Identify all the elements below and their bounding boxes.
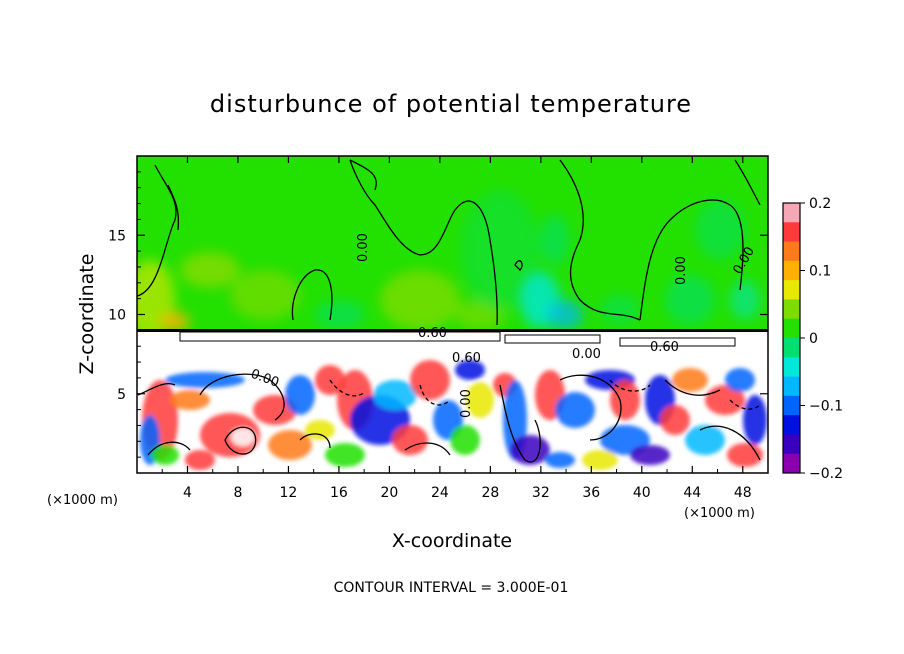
colorbar-tick-label: 0 [809,331,818,347]
x-tick-label: 8 [233,485,242,501]
colorbar-swatch [783,222,800,243]
turbulence-cell [545,452,575,468]
turbulence-cell [165,372,245,388]
turbulence-cell [253,395,297,425]
turbulence-cell [450,425,480,455]
colorbar-swatch [783,203,800,223]
interface-slab [179,331,501,342]
contour-label: 0.00 [459,389,474,418]
interface-slab [619,337,736,347]
x-tick-label: 20 [380,485,398,501]
x-tick-label: 40 [633,485,651,501]
turbulence-cell [582,450,618,470]
colorbar-swatch [783,357,800,378]
turbulence-cell [466,382,494,418]
y-tick-label: 10 [108,308,126,324]
colorbar-tick-label: −0.2 [809,466,843,482]
colorbar-swatch [783,260,800,281]
turbulence-cell [151,445,179,465]
x-axis-ticks: 4 8 12 16 20 24 28 32 36 40 44 48 [161,156,752,501]
y-axis-ticks: 5 10 15 [108,171,768,458]
turbulence-cell [510,435,550,465]
contour-interval-note: CONTOUR INTERVAL = 3.000E-01 [334,580,569,596]
plot-area [137,156,768,473]
turbulence-cell [373,380,417,410]
turbulence-cell [455,360,485,380]
upper-layer-variations [137,190,760,340]
chart-title: disturbunce of potential temperature [210,90,692,118]
x-tick-label: 24 [431,485,449,501]
turbulence-cell [392,425,428,455]
x-tick-label: 44 [683,485,701,501]
x-tick-label: 36 [582,485,600,501]
y-tick-label: 5 [117,387,126,403]
x-tick-label: 12 [280,485,298,501]
contour-label: 0.60 [650,340,679,355]
turbulence-cell [743,395,767,445]
turbulence-cell [305,420,335,440]
colorbar-tick-label: 0.2 [809,196,831,212]
turbulence-cell [200,413,260,457]
z-unit-label: (×1000 m) [47,493,118,508]
contour-label: 0.00 [356,233,371,262]
y-axis-label: Z-coordinate [76,254,98,375]
x-axis-label: X-coordinate [392,530,512,552]
colorbar-swatch [783,415,800,435]
colorbar-tick-label: 0.1 [809,264,831,280]
turbulence-cell [231,428,255,446]
colorbar-swatch [783,453,800,474]
x-tick-label: 16 [330,485,348,501]
turbulence-cell [630,445,670,465]
colorbar-swatch [783,376,800,397]
turbulence-cell [170,390,210,410]
colorbar-swatch [783,338,800,358]
x-tick-label: 48 [734,485,752,501]
contour-label: 0.00 [674,256,689,285]
contour-label: 0.60 [452,351,481,366]
turbulence-cell [185,450,215,470]
turbulence-cell [325,443,365,467]
interface-slab [504,334,601,344]
contour-lines [137,159,761,463]
turbulence-cell [610,380,640,420]
colorbar-swatch [783,434,800,455]
colorbar-swatch [783,299,800,320]
turbulence-cell [268,430,312,460]
turbulence-cell [685,425,725,455]
colorbar-swatch [783,318,800,339]
colorbar [783,203,800,474]
turbulence-cell [672,368,708,392]
colorbar-swatch [783,395,800,416]
colorbar-swatch [783,280,800,300]
x-unit-label: (×1000 m) [684,506,755,521]
turbulence-cell [725,368,755,392]
x-tick-label: 32 [532,485,550,501]
colorbar-swatch [783,241,800,262]
x-tick-label: 4 [183,485,192,501]
contour-label: 0.00 [572,347,601,362]
interface-band [137,329,768,332]
turbulence-cell [555,392,595,428]
y-tick-label: 15 [108,228,126,244]
contour-label: 0.60 [418,326,447,341]
x-tick-label: 28 [481,485,499,501]
turbulence-cell [410,360,450,400]
colorbar-ticks: 0.2 0.1 0 −0.1 −0.2 [800,196,843,482]
colorbar-tick-label: −0.1 [809,399,843,415]
turbulence-cell [660,405,690,435]
turbulence-cell [285,375,315,415]
